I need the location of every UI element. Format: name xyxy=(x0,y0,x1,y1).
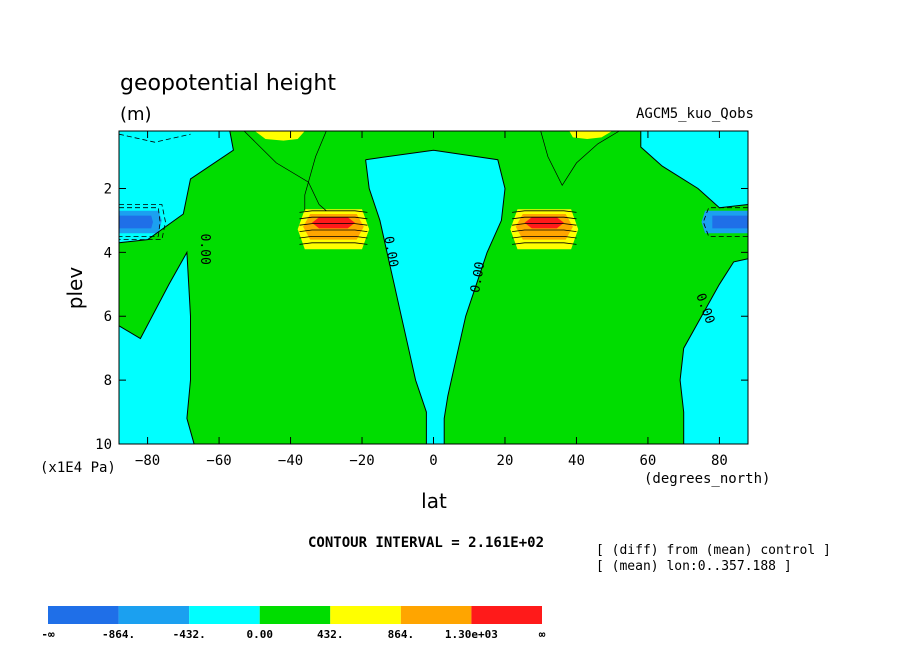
contour-line-dashed-2 xyxy=(119,204,166,241)
x-axis-title: lat xyxy=(421,489,447,513)
contour-line-dashed-1 xyxy=(118,133,191,143)
colorbar-label-6: 1.30e+03 xyxy=(445,628,498,641)
x-tick-label-3: −20 xyxy=(349,453,374,469)
region-cyan-2 xyxy=(119,252,195,444)
positive-right-contour-1 xyxy=(512,210,577,213)
colorbar-swatch-1 xyxy=(118,606,190,624)
contour-line-dashed-4 xyxy=(702,207,748,237)
colorbar-label-5: 864. xyxy=(388,628,415,641)
contour-label-3: 0.00 xyxy=(468,261,488,294)
colorbar-label-0: -∞ xyxy=(41,628,55,641)
contour-line-zero-5 xyxy=(640,131,749,209)
x-units-label: (degrees_north) xyxy=(644,471,770,487)
x-tick-label-6: 40 xyxy=(568,453,585,469)
colorbar-swatch-6 xyxy=(471,606,542,624)
y-tick-label-1: 4 xyxy=(104,245,112,261)
positive-left-contour-4 xyxy=(299,229,368,232)
contour-line-zero-1 xyxy=(118,130,234,244)
positive-left-contour-1 xyxy=(299,210,368,213)
region-blue-left-inner xyxy=(119,215,153,229)
positive-left-contour-6 xyxy=(299,242,368,245)
model-label: AGCM5_kuo_Qobs xyxy=(636,106,754,122)
y-units-label: (x1E4 Pa) xyxy=(40,460,116,476)
region-positive-right-layer-3 xyxy=(524,217,564,229)
note-line-1: [ (diff) from (mean) control ] xyxy=(596,543,831,558)
x-tick-label-5: 20 xyxy=(497,453,514,469)
colorbar-label-3: 0.00 xyxy=(246,628,273,641)
positive-right-contour-6 xyxy=(512,242,577,245)
positive-left-contour-2 xyxy=(299,216,368,220)
positive-right-contour-4 xyxy=(512,229,577,232)
contour-line-zero-2 xyxy=(118,250,195,445)
chart-title: geopotential height xyxy=(120,71,336,96)
colorbar-label-1: -864. xyxy=(102,628,135,641)
x-tick-label-4: 0 xyxy=(429,453,437,469)
positive-right-contour-2 xyxy=(512,216,577,220)
y-axis: 2 4 6 8 10 xyxy=(95,181,748,453)
y-axis-title: plev xyxy=(63,267,87,310)
x-tick-label-8: 80 xyxy=(711,453,728,469)
units-label: (m) xyxy=(120,104,152,125)
positive-right-contour-5 xyxy=(512,235,577,239)
x-tick-label-0: −80 xyxy=(135,453,160,469)
colorbar-label-4: 432. xyxy=(317,628,344,641)
x-tick-label-7: 60 xyxy=(640,453,657,469)
region-positive-left-layer-3 xyxy=(312,217,355,229)
x-tick-label-1: −60 xyxy=(206,453,231,469)
contour-line-thin-3 xyxy=(540,130,620,187)
positive-left-contour-3 xyxy=(299,223,368,226)
y-tick-label-0: 2 xyxy=(104,181,112,197)
contour-label-1: 0.00 xyxy=(197,234,212,265)
region-cyan-5 xyxy=(680,258,748,444)
positive-left-contour-5 xyxy=(299,235,368,239)
contour-label-2: 0.00 xyxy=(380,235,400,268)
note-line-2: [ (mean) lon:0..357.188 ] xyxy=(596,559,792,574)
contour-line-zero-4 xyxy=(365,159,427,444)
y-tick-label-3: 8 xyxy=(104,373,112,389)
colorbar-swatch-5 xyxy=(400,606,472,624)
x-axis: −80 −60 −40 −20 0 20 40 60 80 xyxy=(135,131,728,469)
region-cyan-4 xyxy=(640,131,748,208)
colorbar-swatch-3 xyxy=(259,606,331,624)
contour-line-thin-2 xyxy=(304,130,327,211)
x-tick-label-2: −40 xyxy=(278,453,303,469)
region-yellow-top-right xyxy=(569,131,613,139)
region-yellow-top-left xyxy=(254,131,305,141)
region-cyan-3 xyxy=(365,150,505,444)
positive-right-contour-3 xyxy=(512,223,577,226)
contour-field xyxy=(119,131,748,444)
colorbar: -∞ -864. -432. 0.00 432. 864. 1.30e+03 ∞ xyxy=(41,606,546,641)
colorbar-label-7: ∞ xyxy=(539,628,546,641)
y-tick-label-4: 10 xyxy=(95,437,112,453)
y-tick-label-2: 6 xyxy=(104,309,112,325)
colorbar-swatch-4 xyxy=(330,606,401,624)
colorbar-label-2: -432. xyxy=(173,628,206,641)
contour-line-zero-3 xyxy=(365,149,506,444)
region-blue-right-inner xyxy=(712,215,748,229)
colorbar-swatch-0 xyxy=(48,606,119,624)
contour-line-dashed-3 xyxy=(119,207,161,237)
contour-line-zero-6 xyxy=(679,258,749,444)
contour-lines xyxy=(118,130,749,445)
colorbar-swatch-2 xyxy=(189,606,260,624)
contour-interval-text: CONTOUR INTERVAL = 2.161E+02 xyxy=(308,535,544,551)
